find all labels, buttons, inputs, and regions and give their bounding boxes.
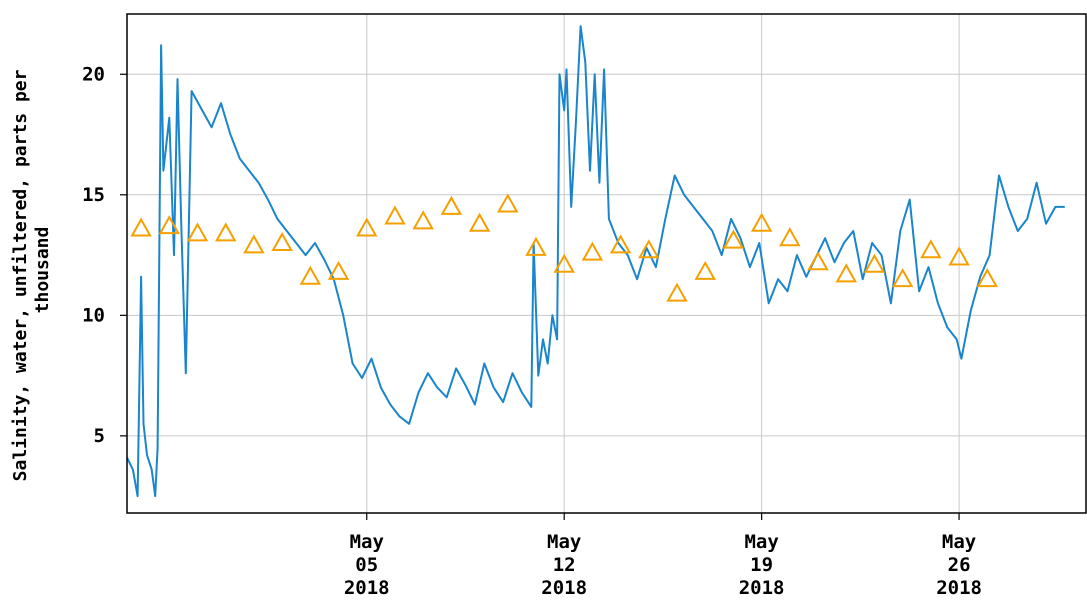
triangle-marker <box>243 234 265 254</box>
x-tick-label-line: 2018 <box>344 577 390 599</box>
y-axis-ticks: 5 10 15 20 <box>82 63 127 447</box>
x-tick-label-line: 05 <box>355 554 378 576</box>
salinity-line <box>126 25 1065 498</box>
triangle-marker <box>920 239 942 259</box>
triangle-marker <box>553 253 575 273</box>
triangle-marker <box>299 265 322 285</box>
x-tick-label-line: 19 <box>750 554 773 576</box>
triangle-marker <box>412 210 434 230</box>
triangle-marker <box>638 239 660 259</box>
x-tick-label: May 05 2018 <box>344 531 390 599</box>
triangle-marker <box>722 229 745 249</box>
triangle-marker <box>609 234 632 254</box>
triangle-marker <box>976 268 998 288</box>
x-tick-label-line: 2018 <box>541 577 587 599</box>
triangle-marker <box>750 212 773 232</box>
plot-frame <box>126 13 1087 514</box>
triangle-marker <box>581 241 604 261</box>
x-tick-label: May 19 2018 <box>739 531 785 599</box>
triangle-marker <box>835 263 857 283</box>
triangle-marker <box>130 217 152 237</box>
triangle-marker <box>694 260 716 280</box>
triangle-marker <box>186 222 209 242</box>
triangle-marker <box>525 236 547 256</box>
grid-lines <box>127 14 1086 513</box>
x-tick-label-line: 2018 <box>739 577 785 599</box>
series-line-group <box>126 25 1065 498</box>
x-tick-label-line: 26 <box>948 554 971 576</box>
triangle-marker <box>807 251 829 271</box>
x-tick-label: May 26 2018 <box>936 531 982 599</box>
y-tick-label: 20 <box>82 63 105 85</box>
x-tick-label: May 12 2018 <box>541 531 587 599</box>
triangle-marker <box>384 205 406 225</box>
triangle-marker <box>215 222 237 242</box>
y-tick-label: 15 <box>82 184 105 206</box>
y-tick-label: 10 <box>82 304 105 326</box>
triangle-marker <box>891 268 914 288</box>
x-tick-label-line: May <box>547 531 581 553</box>
x-tick-label-line: May <box>942 531 976 553</box>
x-tick-label-line: 2018 <box>936 577 982 599</box>
y-tick-label: 5 <box>94 425 105 447</box>
triangle-marker <box>666 282 688 302</box>
y-axis-title: Salinity, water, unfiltered, parts per t… <box>10 59 53 482</box>
x-tick-label-line: 12 <box>553 554 576 576</box>
triangle-marker <box>863 253 886 273</box>
triangle-marker <box>356 217 378 237</box>
triangle-marker <box>779 227 801 247</box>
triangle-marker <box>440 195 463 215</box>
triangle-marker <box>497 193 519 213</box>
y-axis-title-line-2: thousand <box>32 227 53 314</box>
triangle-marker <box>158 215 181 235</box>
triangle-marker <box>468 212 491 232</box>
x-tick-label-line: May <box>350 531 384 553</box>
triangle-marker <box>271 231 293 252</box>
triangle-marker <box>327 260 350 280</box>
y-axis-title-line-1: Salinity, water, unfiltered, parts per <box>10 69 31 481</box>
series-marker-group <box>130 193 998 302</box>
triangle-marker <box>948 246 970 266</box>
x-tick-label-line: May <box>744 531 778 553</box>
